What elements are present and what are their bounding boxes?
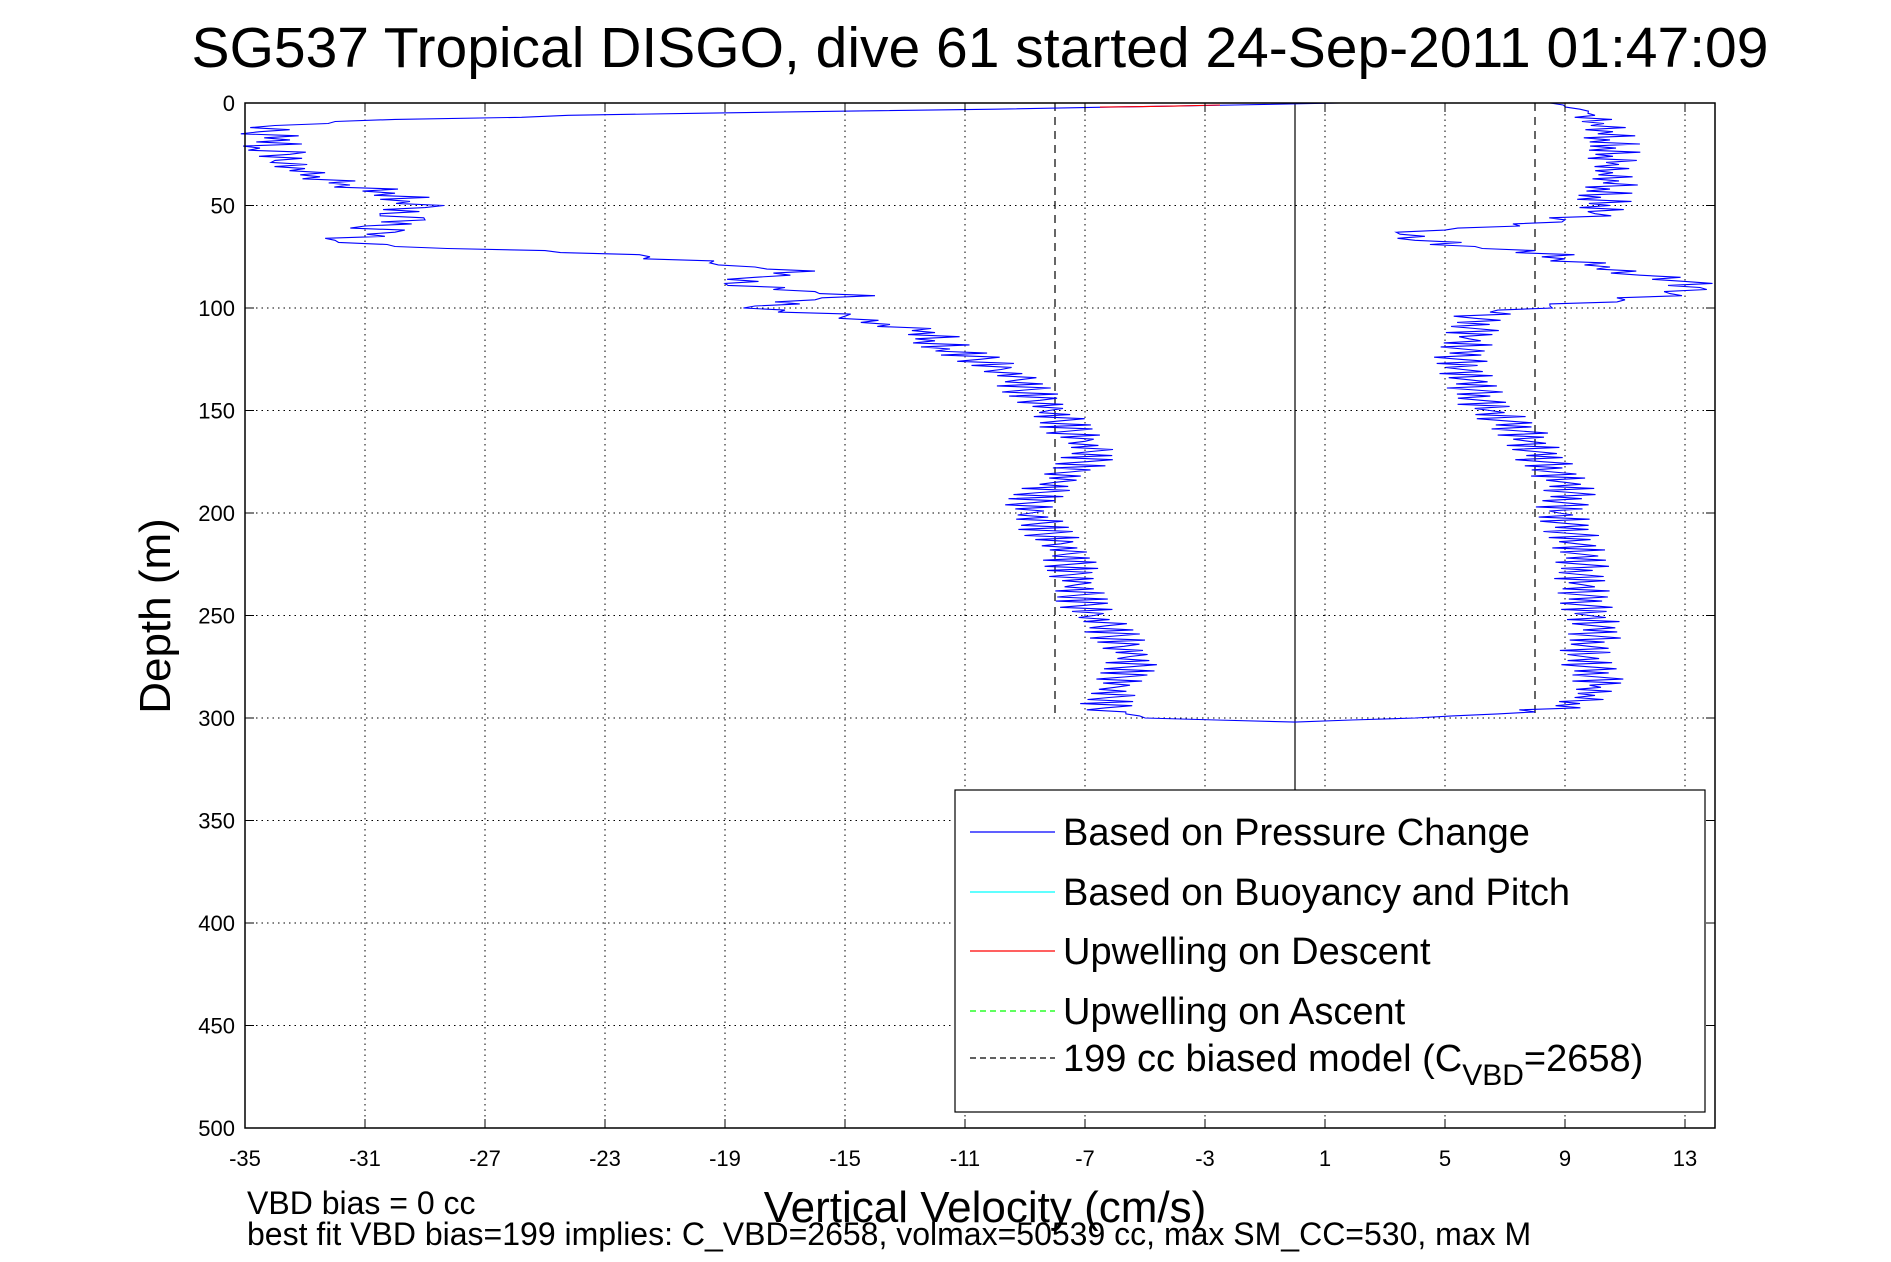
y-tick-label: 150 bbox=[198, 399, 235, 424]
x-ticks: -35 -31 -27 -23 -19 -15 -11 -7 -3 1 5 9 13 bbox=[229, 103, 1697, 1171]
legend-label-0: Based on Pressure Change bbox=[1063, 812, 1530, 854]
y-tick-label: 50 bbox=[211, 194, 235, 219]
legend: Based on Pressure Change Based on Buoyanc… bbox=[954, 789, 1706, 1113]
grid bbox=[245, 103, 1715, 1128]
x-tick-label: -7 bbox=[1075, 1146, 1095, 1171]
footer-line-2: best fit VBD bias=199 implies: C_VBD=265… bbox=[247, 1216, 1531, 1252]
legend-label-3: Upwelling on Ascent bbox=[1063, 991, 1406, 1033]
footer-line-1: VBD bias = 0 cc bbox=[247, 1185, 476, 1221]
reference-lines bbox=[1054, 103, 1536, 862]
y-tick-label: 200 bbox=[198, 501, 235, 526]
x-tick-label: -27 bbox=[469, 1146, 501, 1171]
y-tick-label: 250 bbox=[198, 604, 235, 629]
y-tick-label: 500 bbox=[198, 1116, 235, 1141]
legend-box bbox=[954, 789, 1706, 1113]
x-tick-label: -11 bbox=[950, 1146, 980, 1171]
x-tick-label: -19 bbox=[709, 1146, 741, 1171]
y-ticks: 0 50 100 150 200 250 300 350 400 450 500 bbox=[198, 91, 1715, 1141]
y-tick-label: 350 bbox=[198, 809, 235, 834]
legend-label-2: Upwelling on Descent bbox=[1063, 931, 1431, 973]
y-tick-label: 0 bbox=[223, 91, 235, 116]
x-axis-label: Vertical Velocity (cm/s) bbox=[764, 1183, 1207, 1232]
x-tick-label: -23 bbox=[589, 1146, 621, 1171]
y-tick-label: 400 bbox=[198, 911, 235, 936]
y-tick-label: 300 bbox=[198, 706, 235, 731]
series-line-0 bbox=[240, 102, 1713, 723]
x-tick-label: 1 bbox=[1319, 1146, 1331, 1171]
x-tick-label: -31 bbox=[349, 1146, 381, 1171]
legend-label-1: Based on Buoyancy and Pitch bbox=[1063, 872, 1570, 914]
x-tick-label: -15 bbox=[829, 1146, 861, 1171]
x-tick-label: -3 bbox=[1195, 1146, 1215, 1171]
y-axis-label: Depth (m) bbox=[131, 518, 180, 714]
x-tick-label: 9 bbox=[1559, 1146, 1571, 1171]
x-tick-label: 13 bbox=[1673, 1146, 1697, 1171]
chart-title: SG537 Tropical DISGO, dive 61 started 24… bbox=[192, 16, 1769, 80]
y-tick-label: 450 bbox=[198, 1014, 235, 1039]
legend-label-4: 199 cc biased model (CVBD=2658) bbox=[1063, 1038, 1643, 1092]
series-group bbox=[240, 102, 1713, 723]
x-tick-label: -35 bbox=[229, 1146, 261, 1171]
y-tick-label: 100 bbox=[198, 296, 235, 321]
x-tick-label: 5 bbox=[1439, 1146, 1451, 1171]
